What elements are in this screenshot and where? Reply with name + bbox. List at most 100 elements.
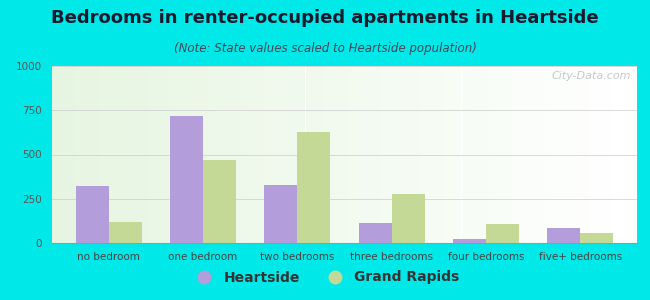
Text: City-Data.com: City-Data.com <box>552 71 631 81</box>
Bar <box>163 66 165 243</box>
Bar <box>444 66 446 243</box>
Bar <box>128 66 130 243</box>
Bar <box>586 66 588 243</box>
Bar <box>268 66 270 243</box>
Bar <box>534 66 536 243</box>
Bar <box>575 66 577 243</box>
Bar <box>93 66 95 243</box>
Bar <box>343 66 344 243</box>
Bar <box>220 66 222 243</box>
Bar <box>132 66 134 243</box>
Bar <box>407 66 409 243</box>
Bar <box>73 66 75 243</box>
Bar <box>557 66 559 243</box>
Bar <box>436 66 438 243</box>
Bar <box>616 66 618 243</box>
Bar <box>623 66 625 243</box>
Bar <box>530 66 532 243</box>
Bar <box>231 66 233 243</box>
Bar <box>359 223 392 243</box>
Bar <box>458 66 460 243</box>
Bar <box>179 66 181 243</box>
Bar <box>448 66 450 243</box>
Bar <box>286 66 288 243</box>
Bar <box>87 66 89 243</box>
Bar <box>384 66 385 243</box>
Bar <box>198 66 200 243</box>
Bar <box>190 66 192 243</box>
Bar <box>382 66 383 243</box>
Bar <box>153 66 155 243</box>
Bar <box>387 66 389 243</box>
Bar <box>536 66 538 243</box>
Bar <box>559 66 561 243</box>
Bar <box>304 66 306 243</box>
Bar <box>592 66 594 243</box>
Bar <box>450 66 452 243</box>
Bar <box>294 66 296 243</box>
Bar <box>315 66 317 243</box>
Bar <box>204 66 206 243</box>
Bar <box>428 66 430 243</box>
Bar <box>251 66 253 243</box>
Bar <box>401 66 403 243</box>
Bar <box>124 66 126 243</box>
Bar <box>249 66 251 243</box>
Bar <box>358 66 360 243</box>
Bar <box>226 66 227 243</box>
Bar <box>64 66 66 243</box>
Bar <box>541 66 543 243</box>
Bar <box>635 66 637 243</box>
Bar <box>608 66 610 243</box>
Bar <box>393 66 395 243</box>
Bar <box>150 66 151 243</box>
Bar <box>577 66 578 243</box>
Bar <box>72 66 73 243</box>
Bar <box>161 66 163 243</box>
Bar <box>370 66 372 243</box>
Bar <box>497 66 499 243</box>
Bar <box>471 66 473 243</box>
Bar <box>118 66 120 243</box>
Bar <box>261 66 263 243</box>
Bar <box>245 66 247 243</box>
Bar <box>350 66 352 243</box>
Bar <box>62 66 64 243</box>
Bar <box>170 116 203 243</box>
Bar <box>290 66 292 243</box>
Bar <box>210 66 212 243</box>
Bar <box>194 66 196 243</box>
Bar <box>485 66 487 243</box>
Bar <box>300 66 302 243</box>
Bar <box>354 66 356 243</box>
Bar <box>364 66 366 243</box>
Bar <box>148 66 150 243</box>
Bar <box>475 66 477 243</box>
Bar <box>567 66 569 243</box>
Bar <box>456 66 458 243</box>
Bar <box>229 66 231 243</box>
Bar <box>465 66 467 243</box>
Bar <box>339 66 341 243</box>
Bar <box>265 66 266 243</box>
Bar <box>177 66 179 243</box>
Bar <box>481 66 483 243</box>
Bar <box>167 66 169 243</box>
Bar <box>372 66 374 243</box>
Bar <box>107 66 109 243</box>
Bar <box>241 66 243 243</box>
Bar <box>610 66 612 243</box>
Bar <box>473 66 475 243</box>
Text: Bedrooms in renter-occupied apartments in Heartside: Bedrooms in renter-occupied apartments i… <box>51 9 599 27</box>
Bar <box>520 66 522 243</box>
Bar <box>309 66 311 243</box>
Bar <box>602 66 604 243</box>
Bar <box>68 66 70 243</box>
Bar <box>272 66 274 243</box>
Bar <box>493 66 495 243</box>
Bar <box>140 66 142 243</box>
Bar <box>202 66 204 243</box>
Bar <box>185 66 187 243</box>
Bar <box>165 66 167 243</box>
Bar <box>434 66 436 243</box>
